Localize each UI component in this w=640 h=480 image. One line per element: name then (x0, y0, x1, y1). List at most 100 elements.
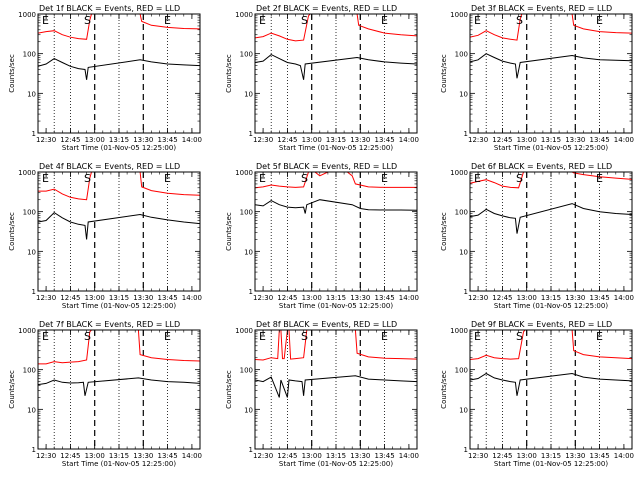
x-tick-label: 12:30 (468, 294, 488, 302)
x-tick-label: 14:00 (399, 136, 419, 144)
x-tick-label: 12:45 (492, 136, 512, 144)
period-marker: E (474, 14, 481, 27)
y-tick-label: 100 (455, 209, 468, 217)
y-tick-label: 10 (459, 248, 468, 256)
x-tick-label: 12:45 (60, 136, 80, 144)
x-tick-label: 13:45 (590, 294, 610, 302)
period-marker: E (381, 14, 388, 27)
x-tick-label: 14:00 (399, 294, 419, 302)
y-tick-label: 10 (244, 90, 253, 98)
panel-title: Det 7f BLACK = Events, RED = LLD (39, 320, 180, 329)
lld-series-line (38, 172, 200, 201)
period-marker: E (474, 172, 481, 185)
period-marker: E (42, 172, 49, 185)
period-marker: S (301, 14, 308, 27)
x-tick-label: 12:45 (492, 294, 512, 302)
x-tick-label: 13:15 (541, 452, 561, 460)
x-tick-label: 12:30 (36, 452, 56, 460)
events-series-line (255, 375, 417, 398)
y-tick-label: 1 (464, 130, 468, 138)
period-marker: E (381, 172, 388, 185)
x-tick-label: 12:30 (253, 136, 273, 144)
x-tick-label: 12:30 (253, 452, 273, 460)
x-tick-label: 13:15 (541, 294, 561, 302)
x-tick-label: 13:45 (590, 452, 610, 460)
plot-frame (254, 329, 418, 450)
period-marker: S (84, 330, 91, 343)
y-tick-label: 10 (459, 90, 468, 98)
x-axis-label: Start Time (01-Nov-05 12:25:00) (494, 460, 608, 468)
plot-frame (469, 171, 633, 292)
x-axis-label: Start Time (01-Nov-05 12:25:00) (62, 302, 176, 310)
x-tick-label: 13:00 (517, 452, 537, 460)
x-tick-label: 13:00 (302, 136, 322, 144)
lld-series-line (38, 14, 200, 40)
lld-series-line (255, 172, 417, 189)
x-tick-label: 12:30 (36, 294, 56, 302)
y-tick-label: 1 (249, 130, 253, 138)
events-series-line (38, 58, 200, 80)
y-tick-label: 1 (32, 130, 36, 138)
events-series-line (470, 372, 632, 396)
x-tick-label: 12:30 (253, 294, 273, 302)
y-tick-label: 10 (27, 90, 36, 98)
x-tick-label: 13:30 (565, 452, 585, 460)
plot-frame (254, 171, 418, 292)
y-tick-label: 1 (249, 446, 253, 454)
y-tick-label: 1 (32, 446, 36, 454)
y-tick-label: 1 (464, 446, 468, 454)
x-tick-label: 13:00 (517, 136, 537, 144)
period-marker: S (84, 14, 91, 27)
period-marker: E (259, 14, 266, 27)
panel-title: Det 2f BLACK = Events, RED = LLD (256, 4, 397, 13)
period-marker: E (164, 330, 171, 343)
period-marker: E (259, 330, 266, 343)
y-axis-label: Counts/sec (440, 370, 448, 409)
x-tick-label: 14:00 (614, 452, 634, 460)
lld-series-line (255, 330, 417, 361)
x-axis-label: Start Time (01-Nov-05 12:25:00) (62, 144, 176, 152)
x-tick-label: 12:45 (492, 452, 512, 460)
x-tick-label: 13:45 (158, 452, 178, 460)
x-axis-label: Start Time (01-Nov-05 12:25:00) (279, 460, 393, 468)
period-marker: S (516, 330, 523, 343)
period-marker: S (301, 172, 308, 185)
y-tick-label: 10 (459, 406, 468, 414)
x-tick-label: 13:15 (109, 294, 129, 302)
lld-series-line (470, 172, 632, 189)
x-axis-label: Start Time (01-Nov-05 12:25:00) (62, 460, 176, 468)
x-tick-label: 12:45 (277, 294, 297, 302)
y-tick-label: 1000 (18, 169, 36, 177)
y-tick-label: 1000 (450, 11, 468, 19)
y-tick-label: 10 (244, 406, 253, 414)
x-tick-label: 13:00 (85, 294, 105, 302)
period-marker: E (596, 172, 603, 185)
events-series-line (470, 53, 632, 79)
x-tick-label: 13:00 (302, 294, 322, 302)
x-tick-label: 13:45 (375, 136, 395, 144)
period-marker: S (516, 172, 523, 185)
period-marker: E (596, 14, 603, 27)
y-tick-label: 1 (249, 288, 253, 296)
x-axis-label: Start Time (01-Nov-05 12:25:00) (279, 302, 393, 310)
x-axis-label: Start Time (01-Nov-05 12:25:00) (494, 144, 608, 152)
x-tick-label: 13:30 (565, 136, 585, 144)
y-tick-label: 100 (455, 367, 468, 375)
period-marker: S (301, 330, 308, 343)
x-tick-label: 13:45 (590, 136, 610, 144)
x-tick-label: 12:45 (60, 452, 80, 460)
y-tick-label: 1 (32, 288, 36, 296)
panel-title: Det 4f BLACK = Events, RED = LLD (39, 162, 180, 171)
x-tick-label: 14:00 (614, 294, 634, 302)
y-axis-label: Counts/sec (8, 370, 16, 409)
events-series-line (38, 211, 200, 240)
x-tick-label: 13:45 (375, 452, 395, 460)
y-tick-label: 1000 (235, 327, 253, 335)
plot-frame (37, 13, 201, 134)
y-axis-label: Counts/sec (440, 54, 448, 93)
x-tick-label: 13:15 (109, 136, 129, 144)
y-tick-label: 100 (240, 367, 253, 375)
